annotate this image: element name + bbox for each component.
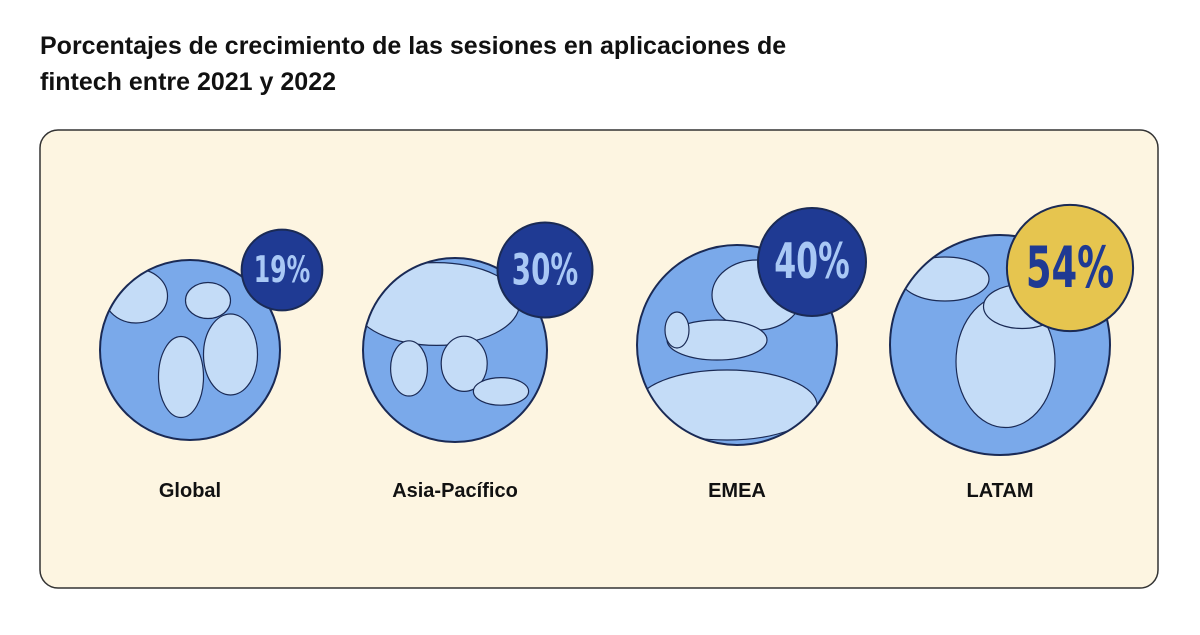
land-mass — [184, 281, 232, 320]
globe-outline — [636, 244, 838, 446]
land-mass — [440, 335, 488, 392]
value-label: 30% — [512, 245, 579, 295]
value-label: 19% — [254, 248, 310, 291]
value-label: 40% — [774, 234, 850, 290]
land-mass — [202, 313, 259, 396]
globe-outline — [362, 257, 548, 443]
badge — [1005, 203, 1135, 333]
land-mass — [472, 377, 530, 406]
land-mass — [390, 340, 429, 397]
land — [637, 259, 818, 441]
panel — [39, 129, 1159, 589]
badge — [496, 221, 594, 319]
badge — [757, 207, 867, 317]
category-label: Global — [159, 480, 221, 502]
category-label: EMEA — [708, 480, 766, 502]
badge — [240, 228, 324, 312]
value-label: 54% — [1026, 235, 1114, 301]
globe-outline — [99, 259, 281, 441]
land-mass — [664, 311, 690, 349]
category-label: LATAM — [966, 480, 1033, 502]
land-mass — [157, 335, 205, 419]
chart-title: Porcentajes de crecimiento de las sesion… — [40, 32, 787, 96]
globe-outline — [889, 234, 1111, 456]
category-label: Asia-Pacífico — [392, 480, 518, 502]
